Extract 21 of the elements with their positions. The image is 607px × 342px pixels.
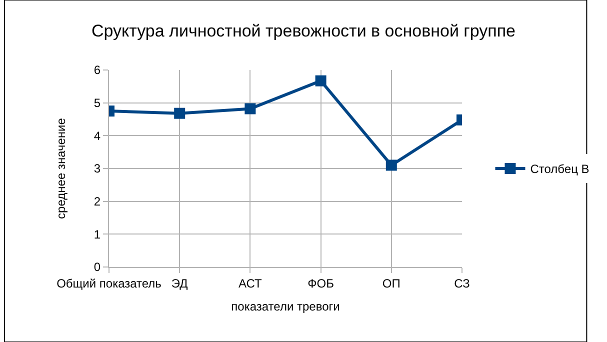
point <box>174 108 186 119</box>
x-tick-label: АСТ <box>238 276 263 290</box>
x-tick-label: ОП <box>382 276 400 290</box>
x-axis-title: показатели тревоги <box>231 299 340 314</box>
x-tick-label: СЗ <box>454 276 470 290</box>
point <box>244 103 256 114</box>
y-tick-label: 4 <box>94 128 101 143</box>
chart-title: Сруктура личностной тревожности в основной группе <box>91 22 516 41</box>
y-tick-label: 0 <box>94 260 101 274</box>
legend-label: Столбец B <box>530 162 590 176</box>
y-tick-label: 3 <box>94 162 101 176</box>
y-tick-label: 6 <box>94 63 101 78</box>
x-tick-label: ФОБ <box>308 276 334 290</box>
x-tick-label: Общий показатель <box>56 276 162 290</box>
point <box>315 75 326 86</box>
y-tick-label: 2 <box>94 194 101 209</box>
x-tick-label: ЭД <box>171 276 188 290</box>
point <box>386 160 397 171</box>
y-tick-label: 1 <box>94 227 101 242</box>
y-tick-label: 5 <box>94 96 101 110</box>
y-axis-title: среднее значение <box>54 118 68 219</box>
